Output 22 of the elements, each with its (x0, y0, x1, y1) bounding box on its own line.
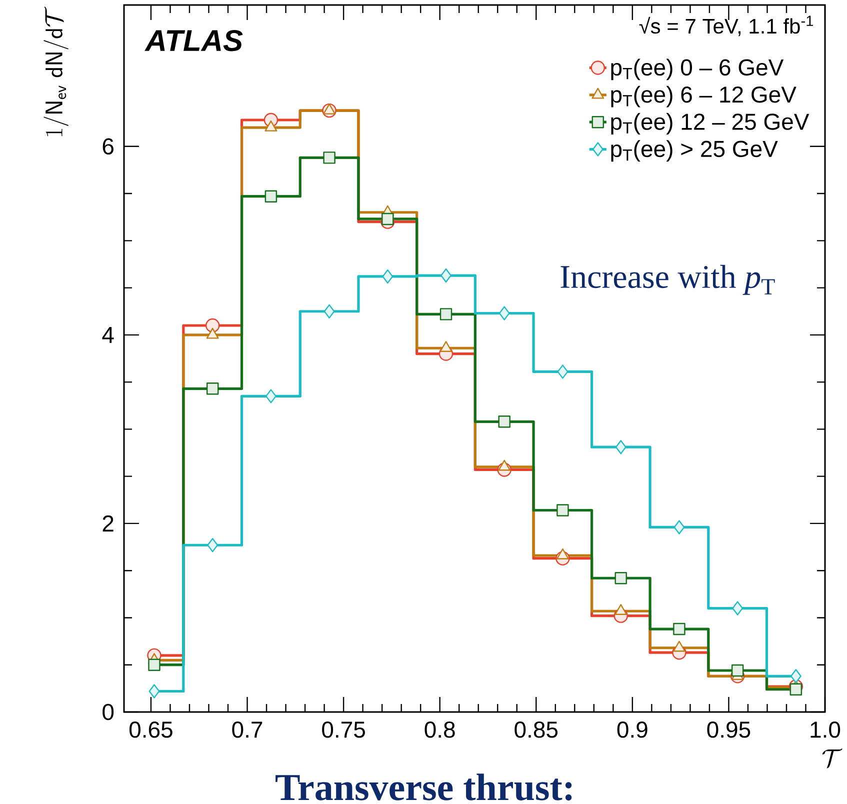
x-tick-label: 0.65 (129, 722, 172, 738)
annotation: √s = 7 TeV, 1.1 fb$^{-1}$ (639, 16, 814, 36)
y-tick-label: 6 (102, 138, 114, 155)
y-tick-label: 0 (102, 704, 114, 720)
x-tick-label: 1.0 (810, 722, 840, 738)
legend-label: p$_{T}$(ee) > 25 GeV (611, 140, 778, 162)
x-tick-label: 0.95 (707, 722, 750, 738)
x-tick-label: 0.85 (514, 722, 558, 738)
y-tick-label: 2 (102, 515, 114, 532)
x-tick-label: 0.9 (617, 722, 648, 738)
x-tick-label: 0.7 (232, 722, 262, 738)
legend-label: p$_{T}$(ee) 12 – 25 GeV (611, 113, 810, 134)
text: Transverse thrust: (276, 774, 572, 801)
x-tick-label: 0.8 (424, 722, 455, 738)
x-axis-title: $\mathcal{T}$ (822, 748, 842, 768)
y-axis-title: $1/\mathsf{N}_{\mathsf{ev}}\;\mathsf{dN/d}\mathcal{T}$ (44, 6, 68, 136)
x-tick-label: 0.75 (322, 722, 365, 738)
annotation: Increase with p$_{T}$ (560, 264, 775, 295)
legend-label: p$_{T}$(ee) 6 – 12 GeV (611, 86, 796, 108)
y-tick-label: 4 (102, 327, 114, 343)
annotation: ATLAS (144, 30, 243, 52)
legend-label: p$_{T}$(ee) 0 – 6 GeV (611, 58, 784, 80)
